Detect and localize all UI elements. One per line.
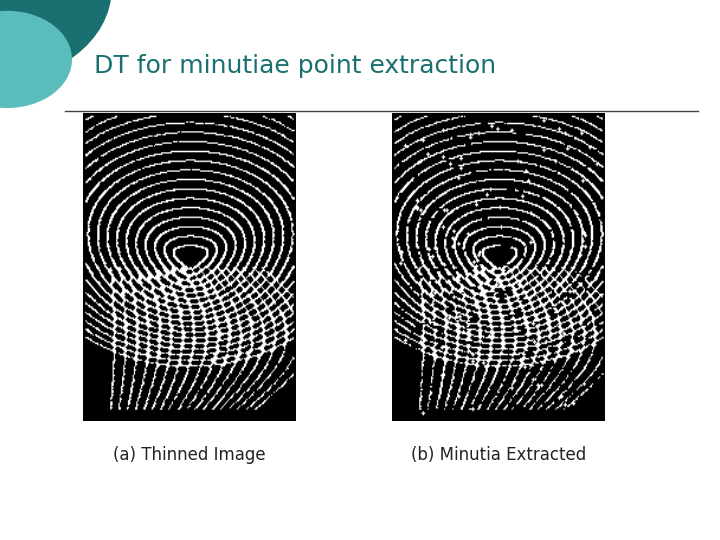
Text: (a) Thinned Image: (a) Thinned Image [113,446,265,463]
Text: DT for minutiae point extraction: DT for minutiae point extraction [94,54,496,78]
Circle shape [0,0,112,84]
Circle shape [0,11,72,108]
Text: (b) Minutia Extracted: (b) Minutia Extracted [411,446,586,463]
